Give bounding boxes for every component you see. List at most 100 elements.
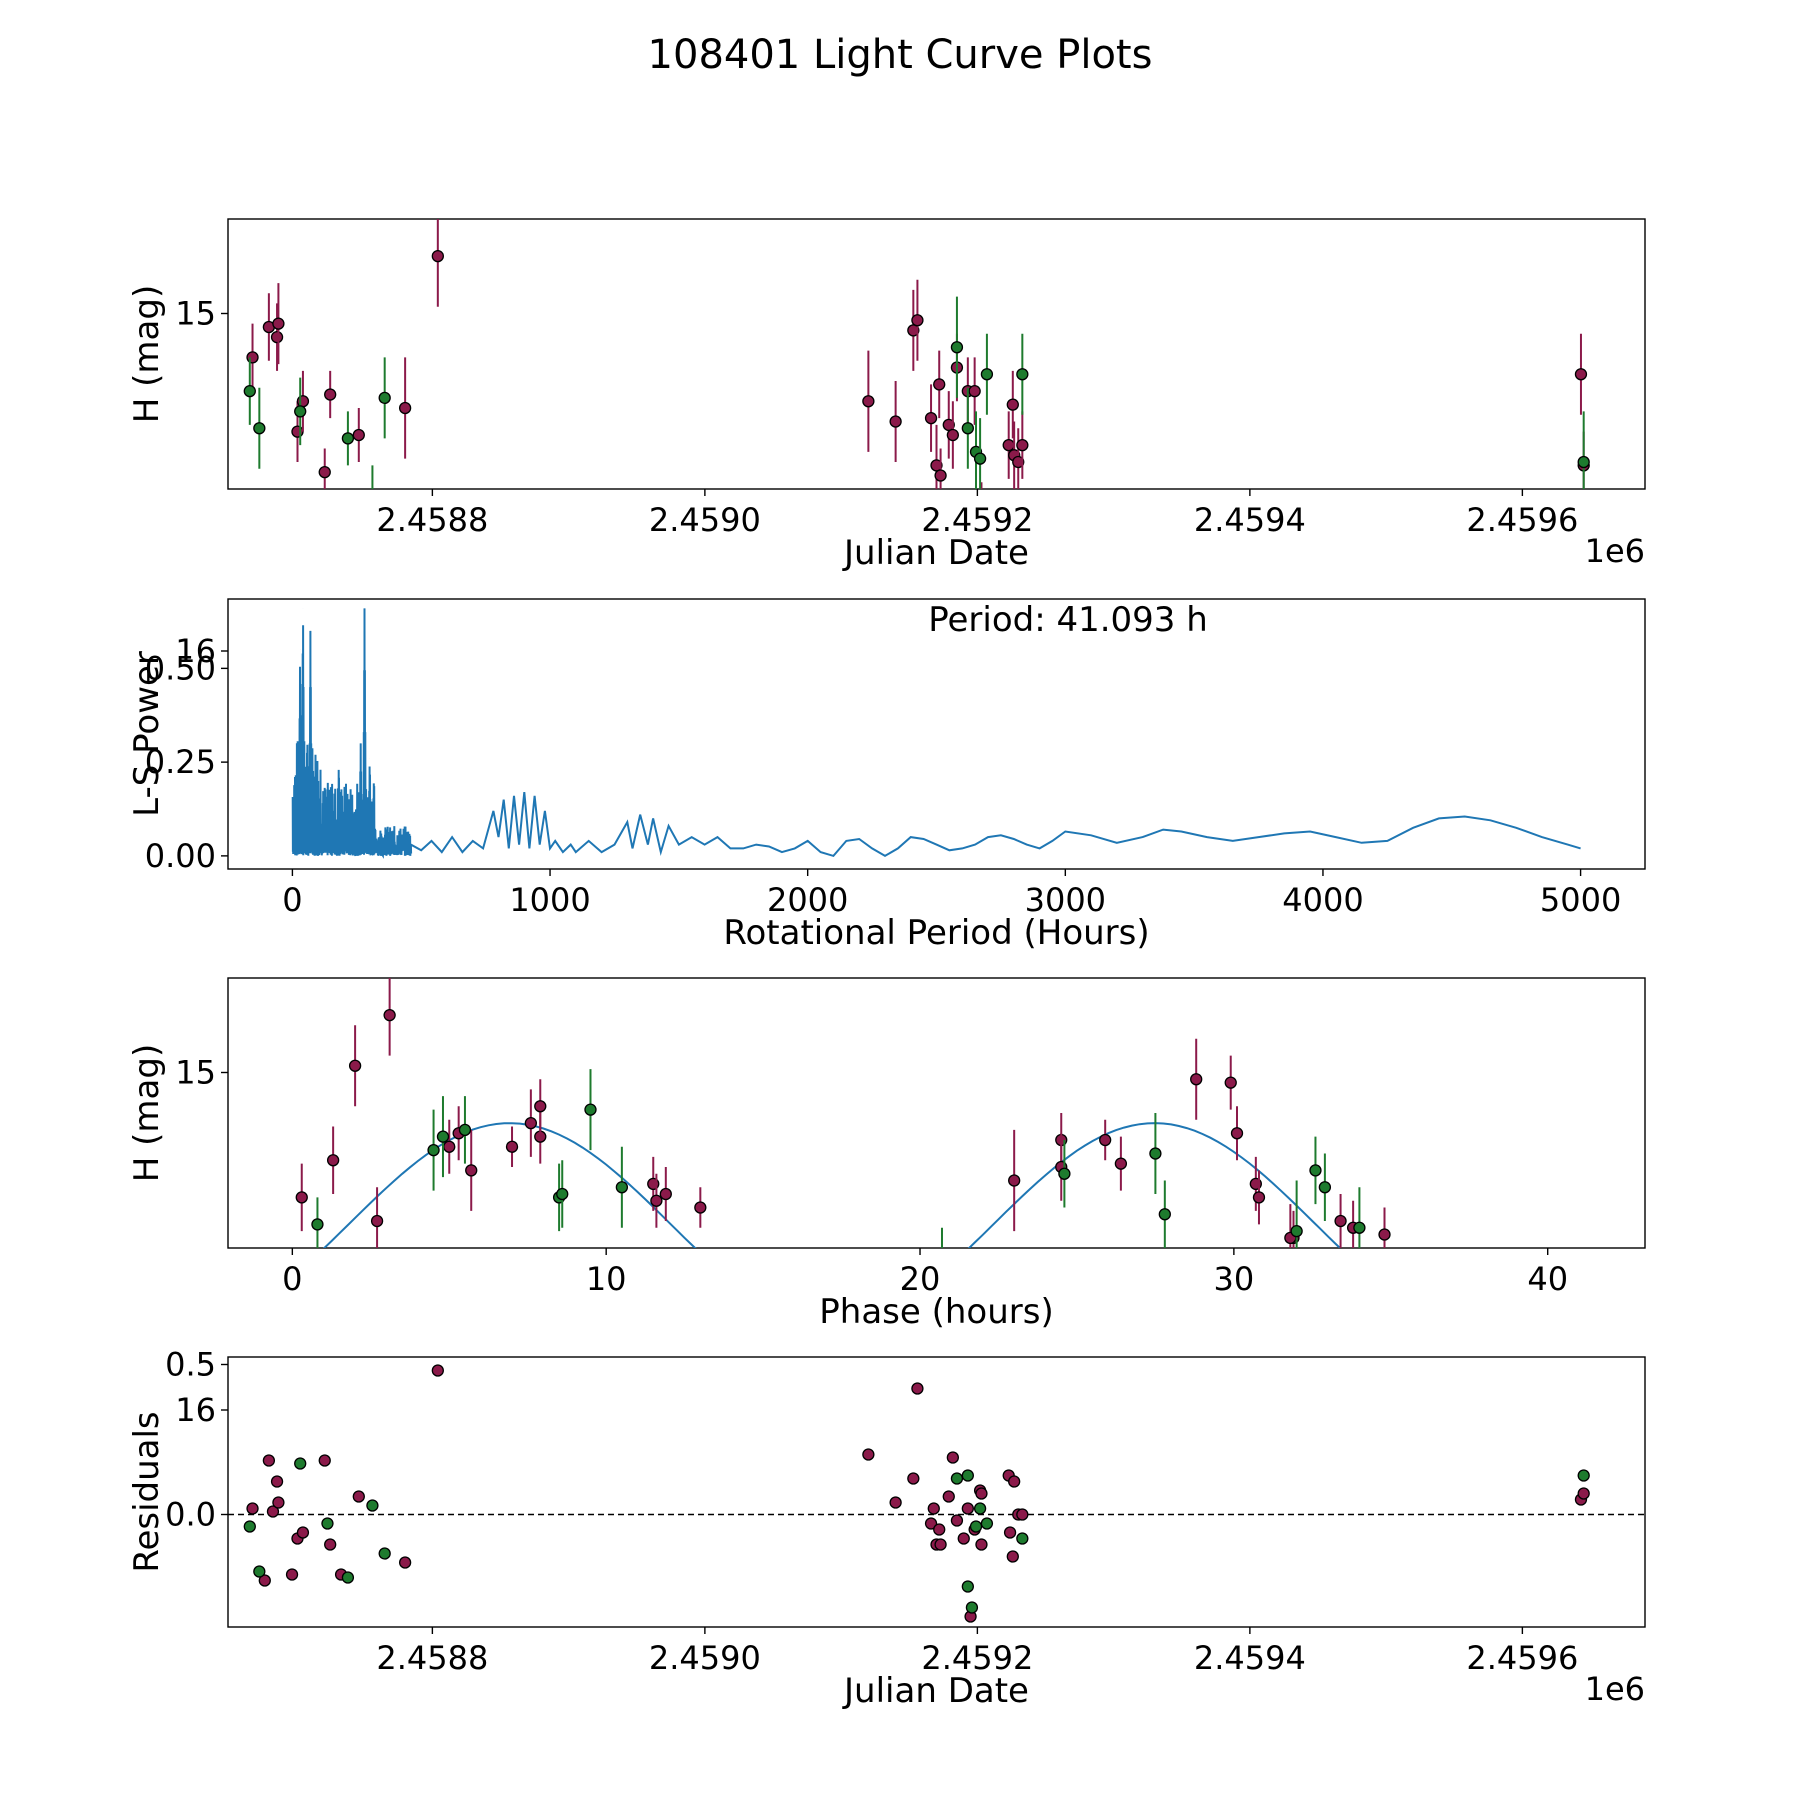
data-point-filter-b (1577, 455, 1590, 469)
x-tick-label: 4000 (1282, 881, 1363, 919)
data-point-filter-a (534, 1100, 547, 1113)
data-point-filter-b (378, 391, 391, 405)
data-point-filter-a (862, 395, 875, 408)
x-tick-label: 3000 (1025, 881, 1106, 919)
data-point-filter-a (1577, 1487, 1590, 1500)
x-tick-label: 5000 (1540, 881, 1621, 919)
data-point-filter-b (961, 422, 974, 435)
data-point-filter-b (1058, 1167, 1071, 1180)
y-tick-label: 15 (175, 295, 216, 333)
data-point-filter-b (961, 1469, 974, 1482)
data-point-filter-b (980, 368, 994, 381)
plot-area (291, 608, 1581, 859)
data-point-filter-a (285, 1568, 299, 1581)
data-point-filter-a (295, 1191, 308, 1204)
x-tick-label: 2.4588 (376, 1639, 488, 1677)
data-point-filter-a (1334, 1214, 1347, 1228)
y-axis-label: H (mag) (127, 285, 167, 423)
data-point-filter-b (294, 1457, 307, 1470)
data-point-filter-a (272, 317, 285, 330)
data-point-filter-a (398, 1556, 412, 1569)
panel-light-curve: 2.4588 2.4590 2.4592 2.4594 2.4596 15 16 Julian… (127, 218, 1646, 670)
data-point-filter-a (266, 1505, 280, 1518)
period-annotation: Period: 41.093 h (928, 600, 1208, 640)
data-point-filter-a (1574, 368, 1588, 381)
x-tick-label: 2.4594 (1194, 1639, 1306, 1677)
y-axis-label: Residuals (127, 1411, 167, 1572)
x-tick-label: 2.4596 (1466, 501, 1578, 539)
data-point-filter-a (930, 459, 943, 472)
data-point-filter-a (524, 1116, 538, 1130)
x-tick-label: 2.4594 (1194, 501, 1306, 539)
data-point-filter-a (862, 1448, 875, 1461)
data-point-filter-b (1290, 1224, 1303, 1238)
data-point-filter-a (1006, 1550, 1019, 1563)
data-point-filter-a (246, 351, 259, 364)
data-point-filter-a (961, 1502, 974, 1515)
figure-title: 108401 Light Curve Plots (648, 32, 1153, 78)
y-tick-label: 16 (175, 1391, 216, 1429)
panel-phase-folded: 0 10 20 30 40 15 16 Phase (hours) H (mag) (127, 977, 1646, 1429)
x-axis-label: Rotational Period (Hours) (723, 913, 1149, 953)
y-tick-label: 0.0 (165, 1496, 216, 1534)
data-point-filter-b (556, 1187, 569, 1201)
y-tick-label: 0.5 (165, 1346, 216, 1384)
data-point-filter-a (650, 1194, 663, 1207)
data-point-filter-a (1114, 1157, 1128, 1170)
data-point-filter-a (968, 384, 981, 398)
data-point-filter-a (1190, 1073, 1203, 1086)
data-point-filter-a (1006, 398, 1019, 411)
data-point-filter-b (1353, 1221, 1366, 1234)
axes-frame (227, 977, 1646, 1249)
data-point-filter-a (659, 1187, 672, 1201)
data-point-filter-b (961, 1580, 974, 1593)
data-point-filter-b (973, 452, 987, 465)
data-point-filter-a (1002, 438, 1015, 452)
panel-residuals: 2.4588 2.4590 2.4592 2.4594 2.4596 0.0 0.5 Juli… (127, 1346, 1646, 1711)
data-point-filter-b (615, 1181, 629, 1194)
plot-area (228, 1364, 1645, 1623)
data-point-filter-a (942, 418, 955, 432)
data-point-filter-a (927, 1502, 940, 1515)
y-tick-label: 15 (175, 1054, 216, 1092)
data-point-filter-b (294, 405, 307, 418)
model-curve (322, 1122, 1342, 1248)
data-point-filter-b (1158, 1208, 1171, 1221)
data-point-filter-a (975, 1487, 988, 1500)
y-axis-label: L-S Power (127, 651, 167, 817)
data-point-filter-a (1230, 1127, 1244, 1140)
data-point-filter-a (911, 314, 924, 327)
data-point-filter-a (889, 1496, 902, 1509)
data-point-filter-a (246, 1502, 259, 1515)
data-point-filter-a (296, 1526, 310, 1539)
data-point-filter-b (950, 1472, 964, 1485)
data-point-filter-a (975, 1538, 988, 1551)
data-point-filter-b (458, 1123, 472, 1137)
data-point-filter-a (1099, 1133, 1112, 1147)
data-point-filter-a (946, 1451, 959, 1464)
data-point-filter-a (270, 330, 284, 344)
periodogram-line (291, 608, 1581, 859)
data-point-filter-a (270, 1475, 284, 1488)
data-point-filter-a (1003, 1526, 1017, 1539)
x-tick-label: 2.4590 (649, 1639, 761, 1677)
axes-frame (227, 1356, 1646, 1628)
data-point-filter-b (427, 1143, 440, 1157)
x-tick-label: 30 (1214, 1260, 1255, 1298)
plot-area (295, 978, 1391, 1248)
data-point-filter-a (933, 378, 946, 391)
data-point-filter-b (311, 1218, 324, 1231)
y-tick-label: 0.50 (145, 649, 216, 687)
data-point-filter-b (969, 1520, 983, 1533)
x-tick-label: 2.4590 (649, 501, 761, 539)
data-point-filter-a (907, 324, 920, 337)
data-point-filter-a (934, 1538, 947, 1551)
x-axis-label: Julian Date (842, 533, 1029, 573)
x-tick-label: 20 (900, 1260, 941, 1298)
data-point-filter-b (973, 1502, 987, 1515)
axes-frame (227, 598, 1646, 870)
data-point-filter-b (965, 1601, 979, 1614)
data-point-filter-a (942, 1490, 955, 1503)
data-point-filter-b (253, 422, 266, 435)
data-point-filter-a (324, 1538, 337, 1551)
